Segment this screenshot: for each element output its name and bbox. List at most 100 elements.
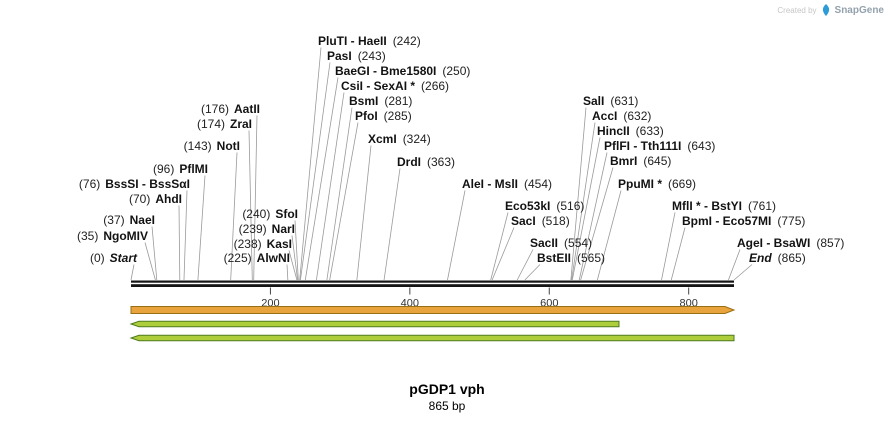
site-label-aatii[interactable]: (176) AatII [201,103,260,116]
site-label-end[interactable]: End (865) [749,252,806,265]
site-position: (857) [816,236,845,250]
site-label-baegi-bme1580i[interactable]: BaeGI - Bme1580I (250) [335,65,470,78]
site-name: NarI [271,222,295,236]
site-label-ahdi[interactable]: (70) AhdI [129,193,182,206]
site-position: (645) [643,154,672,168]
site-position: (243) [357,49,386,63]
site-position: (281) [384,94,413,108]
site-position: (632) [623,109,652,123]
site-label-pasi[interactable]: PasI (243) [327,50,386,63]
forward-feature[interactable] [130,306,736,314]
site-label-eco53ki[interactable]: Eco53kI (516) [505,200,584,213]
leader-line [329,122,359,281]
site-label-mfli-bstyi[interactable]: MflI * - BstYI (761) [672,200,776,213]
leader-line [304,77,339,281]
site-label-alwni[interactable]: (225) AlwNI [224,252,290,265]
site-label-drdi[interactable]: DrdI (363) [397,156,455,169]
site-position: (266) [421,79,450,93]
leader-line [447,190,466,281]
site-label-pflfi-tth111i[interactable]: PflFI - Tth111I (643) [604,140,715,153]
site-name: BssSI - BssSαI [105,177,190,191]
site-label-bsmi[interactable]: BsmI (281) [349,95,412,108]
site-label-pflmi[interactable]: (96) PflMI [153,163,208,176]
site-label-agei-bsawi[interactable]: AgeI - BsaWI (857) [737,237,844,250]
reverse-feature-1[interactable] [129,320,620,328]
site-label-csii-sexai[interactable]: CsiI - SexAI * (266) [341,80,449,93]
site-name: BaeGI - Bme1580I [335,64,437,78]
leader-line [733,264,753,281]
leader-line [253,115,258,281]
site-label-ppumi[interactable]: PpuMI * (669) [618,178,696,191]
snapgene-credit: Created by SnapGene [777,4,884,16]
site-name: AatII [233,102,260,116]
site-label-saci[interactable]: SacI (518) [511,215,570,228]
leader-line [524,264,541,281]
site-position: (554) [564,236,593,250]
site-label-pluti-haeii[interactable]: PluTI - HaeII (242) [318,35,421,48]
leader-line [300,62,331,281]
leader-line [144,242,156,281]
site-label-bmri[interactable]: BmrI (645) [610,155,671,168]
leader-line [197,175,206,281]
site-label-sali[interactable]: SalI (631) [583,95,638,108]
site-label-bsssi-bsss-i[interactable]: (76) BssSI - BssSαI [79,178,190,191]
site-label-kasi[interactable]: (238) KasI [234,238,292,251]
credit-brand-text: SnapGene [834,4,884,16]
site-name: NotI [216,139,240,153]
site-name: CsiI - SexAI * [341,79,416,93]
site-position: (324) [402,132,431,146]
site-name: SacI [511,214,536,228]
site-label-bpmi-eco57mi[interactable]: BpmI - Eco57MI (775) [682,215,805,228]
site-label-ngomiv[interactable]: (35) NgoMIV [77,230,148,243]
site-label-zrai[interactable]: (174) ZraI [197,118,252,131]
site-position: (76) [78,177,101,191]
site-label-alei-msli[interactable]: AleI - MslI (454) [462,178,552,191]
site-label-pfoi[interactable]: PfoI (285) [355,110,412,123]
site-position: (240) [242,207,271,221]
leader-line [356,145,372,281]
site-position: (225) [223,251,252,265]
title-block: pGDP1 vph 865 bp [0,381,894,413]
site-label-start[interactable]: (0) Start [90,252,137,265]
site-label-xcmi[interactable]: XcmI (324) [368,133,431,146]
sequence-backbone-top [131,280,734,283]
site-label-naei[interactable]: (37) NaeI [103,214,155,227]
leader-line [326,107,353,281]
site-position: (0) [89,251,105,265]
site-position: (516) [556,199,585,213]
site-position: (631) [610,94,639,108]
leader-line [670,227,686,281]
site-name: AlwNI [256,251,290,265]
leader-line [316,92,345,281]
leader-line [248,130,253,281]
site-name: BsmI [349,94,379,108]
snapgene-logo-icon [821,4,831,16]
site-position: (285) [383,109,412,123]
site-position: (242) [392,34,421,48]
site-label-bsteii[interactable]: BstEII (565) [537,252,605,265]
site-position: (775) [777,214,806,228]
site-position: (143) [183,139,212,153]
leader-line [183,190,188,281]
site-label-nari[interactable]: (239) NarI [239,223,295,236]
leader-line [516,249,534,281]
leader-line [596,190,622,281]
site-name: AhdI [155,192,182,206]
plasmid-size: 865 bp [428,399,466,413]
site-label-hincii[interactable]: HincII (633) [597,125,664,138]
site-label-acci[interactable]: AccI (632) [592,110,651,123]
site-name: SalI [583,94,605,108]
site-label-sacii[interactable]: SacII (554) [530,237,592,250]
site-position: (643) [687,139,716,153]
site-name: KasI [266,237,292,251]
site-name: BmrI [610,154,638,168]
site-label-noti[interactable]: (143) NotI [184,140,240,153]
site-position: (239) [238,222,267,236]
sequence-backbone-bottom [131,284,734,287]
site-position: (37) [103,213,125,227]
leader-line [578,152,608,281]
reverse-feature-2[interactable] [129,334,735,342]
site-label-sfoi[interactable]: (240) SfoI [242,208,298,221]
